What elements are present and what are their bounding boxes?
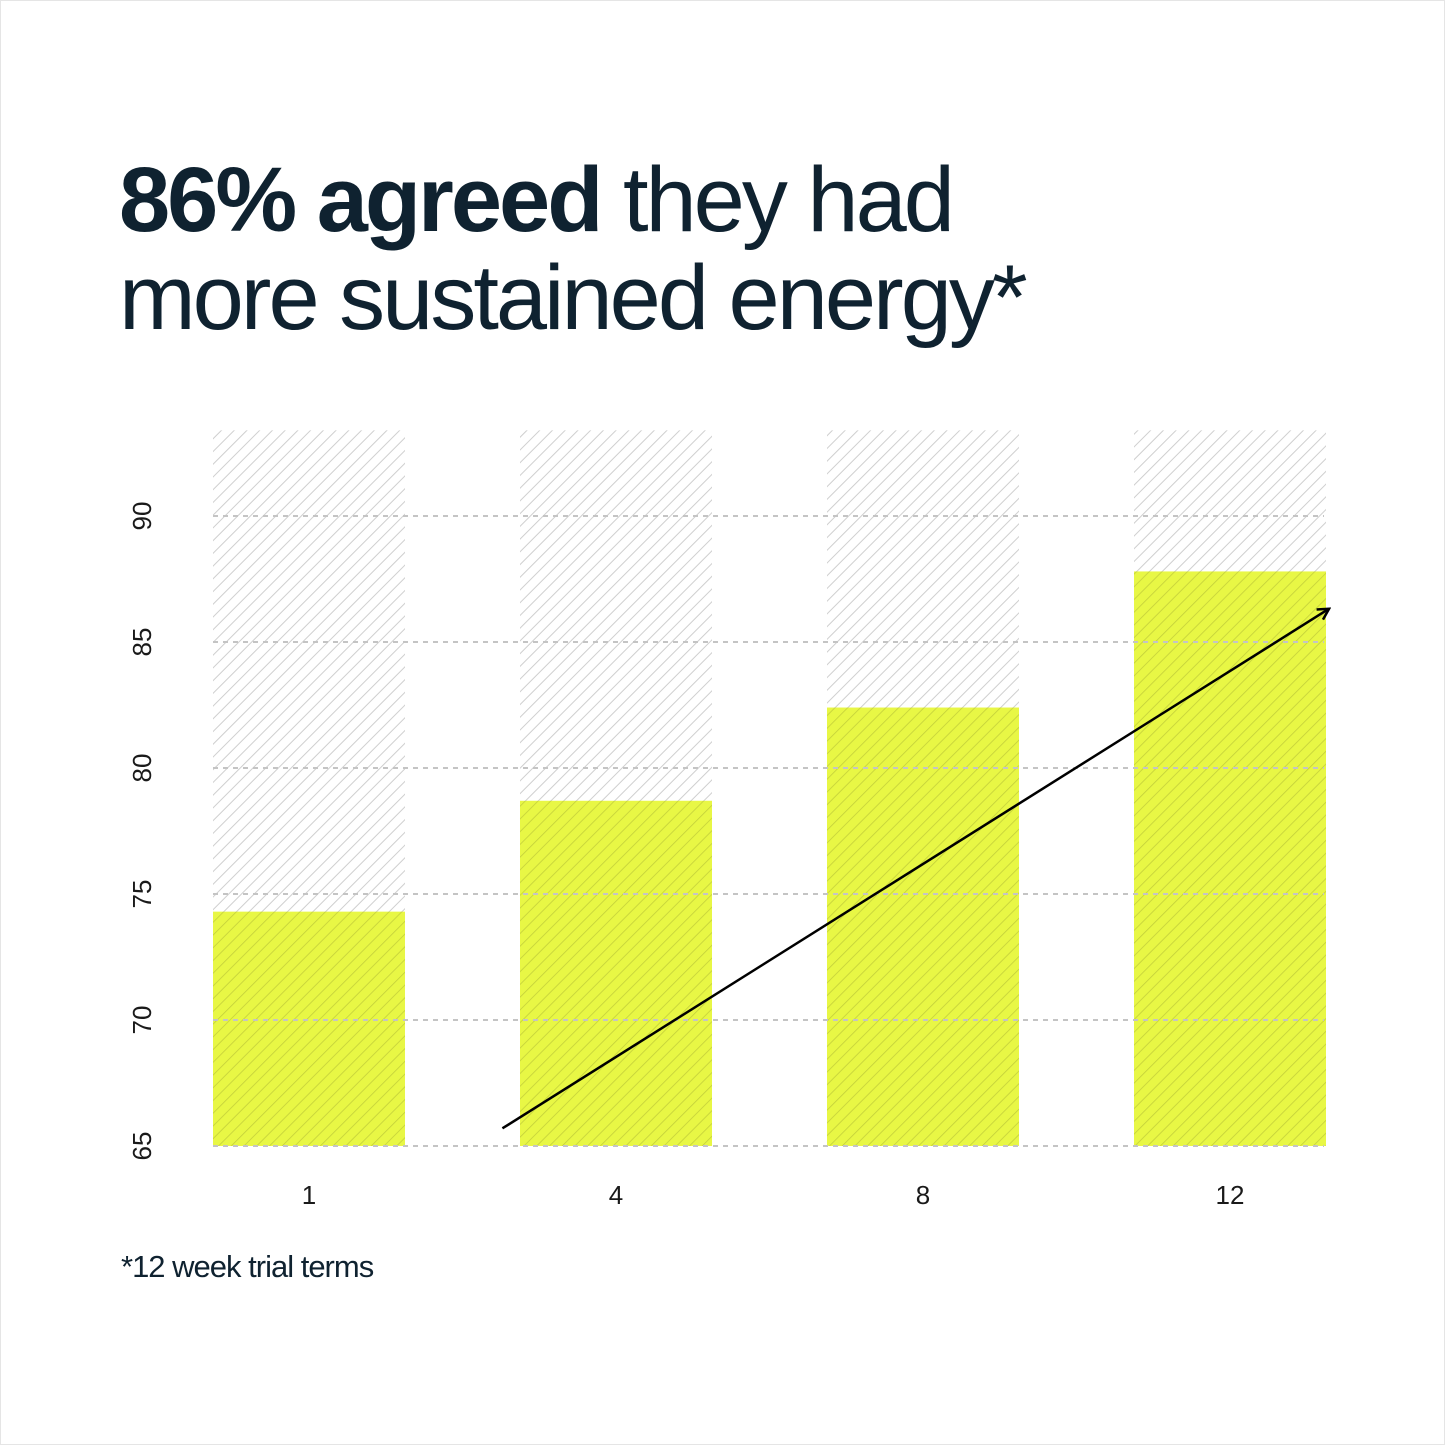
x-axis-ticks: 1 4 8 12 [302, 1180, 1245, 1210]
y-tick-label: 75 [127, 880, 157, 909]
headline-line2: more sustained energy* [119, 247, 1028, 349]
trend-arrow-group [501, 609, 1328, 1130]
headline-bold: 86% agreed [119, 149, 603, 251]
y-tick-label: 65 [127, 1132, 157, 1161]
y-tick-label: 80 [127, 754, 157, 783]
y-tick-label: 85 [127, 628, 157, 657]
value-bars [213, 571, 1326, 1146]
y-tick-label: 70 [127, 1006, 157, 1035]
x-tick-label: 1 [302, 1180, 316, 1210]
headline-line1-rest: they had [600, 149, 955, 251]
bar-week-8 [827, 707, 1019, 1146]
trend-arrow [501, 609, 1328, 1130]
y-axis-ticks: 65 70 75 80 85 90 [127, 502, 157, 1161]
bar-week-4 [520, 800, 712, 1146]
bar-week-1 [213, 911, 405, 1146]
footnote: *12 week trial terms [121, 1249, 374, 1284]
x-tick-label: 8 [916, 1180, 930, 1210]
y-tick-label: 90 [127, 502, 157, 531]
headline: 86% agreed they had more sustained energy… [119, 151, 1319, 347]
x-tick-label: 12 [1216, 1180, 1245, 1210]
bar-week-12 [1134, 571, 1326, 1146]
x-tick-label: 4 [609, 1180, 623, 1210]
